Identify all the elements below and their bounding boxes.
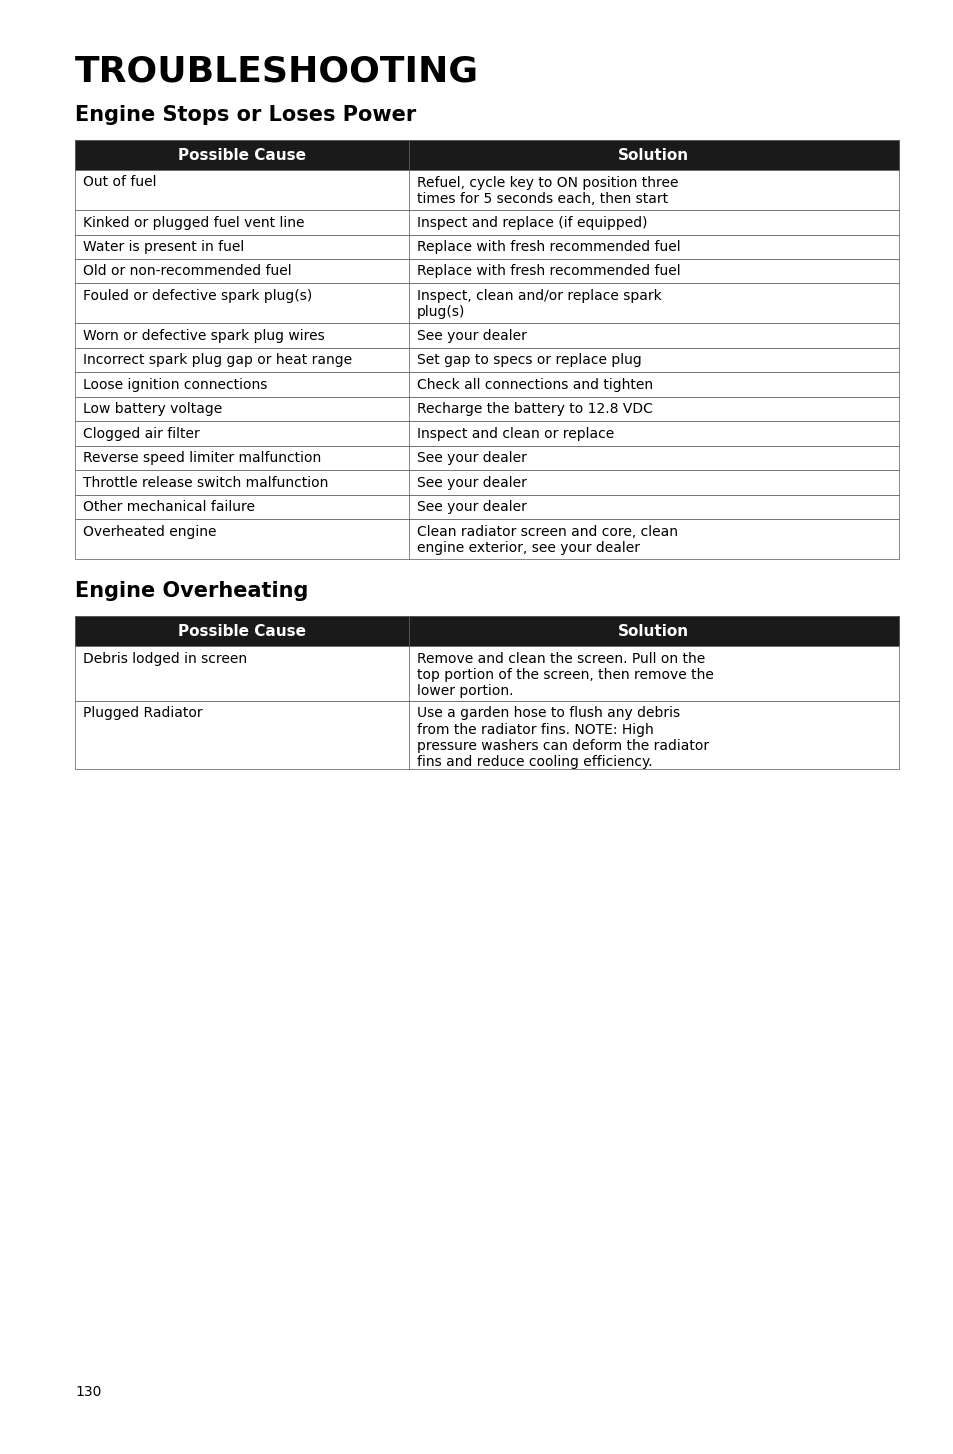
Text: See your dealer: See your dealer (416, 329, 526, 343)
Text: Possible Cause: Possible Cause (177, 147, 306, 163)
Text: 130: 130 (75, 1386, 101, 1399)
Bar (75, 170, 898, 209)
Text: Out of fuel: Out of fuel (83, 176, 156, 189)
Bar (75, 397, 898, 422)
Bar (75, 323, 898, 348)
Bar (75, 494, 898, 519)
Text: Fouled or defective spark plug(s): Fouled or defective spark plug(s) (83, 289, 312, 302)
Text: Worn or defective spark plug wires: Worn or defective spark plug wires (83, 329, 324, 343)
Text: Debris lodged in screen: Debris lodged in screen (83, 651, 247, 666)
Bar (75, 372, 898, 397)
Text: Refuel, cycle key to ON position three
times for 5 seconds each, then start: Refuel, cycle key to ON position three t… (416, 176, 678, 205)
Bar (75, 519, 898, 560)
Text: Inspect and clean or replace: Inspect and clean or replace (416, 427, 614, 441)
Bar (75, 209, 898, 234)
Text: Recharge the battery to 12.8 VDC: Recharge the battery to 12.8 VDC (416, 403, 652, 416)
Text: See your dealer: See your dealer (416, 500, 526, 515)
Bar (75, 234, 898, 259)
Text: TROUBLESHOOTING: TROUBLESHOOTING (75, 55, 478, 89)
Bar (75, 284, 898, 323)
Bar (75, 647, 898, 701)
Text: Use a garden hose to flush any debris
from the radiator fins. NOTE: High
pressur: Use a garden hose to flush any debris fr… (416, 707, 708, 769)
Bar (75, 140, 898, 170)
Text: Solution: Solution (618, 147, 689, 163)
Text: Old or non-recommended fuel: Old or non-recommended fuel (83, 265, 292, 279)
Text: Reverse speed limiter malfunction: Reverse speed limiter malfunction (83, 452, 321, 465)
Text: Replace with fresh recommended fuel: Replace with fresh recommended fuel (416, 265, 679, 279)
Bar (75, 259, 898, 284)
Text: Engine Overheating: Engine Overheating (75, 582, 308, 602)
Text: Engine Stops or Loses Power: Engine Stops or Loses Power (75, 105, 416, 125)
Text: Kinked or plugged fuel vent line: Kinked or plugged fuel vent line (83, 215, 304, 230)
Text: See your dealer: See your dealer (416, 475, 526, 490)
Text: Solution: Solution (618, 624, 689, 638)
Text: Remove and clean the screen. Pull on the
top portion of the screen, then remove : Remove and clean the screen. Pull on the… (416, 651, 713, 698)
Bar (75, 446, 898, 471)
Text: Set gap to specs or replace plug: Set gap to specs or replace plug (416, 353, 640, 368)
Bar (75, 701, 898, 769)
Text: Inspect and replace (if equipped): Inspect and replace (if equipped) (416, 215, 646, 230)
Bar (75, 471, 898, 494)
Text: Incorrect spark plug gap or heat range: Incorrect spark plug gap or heat range (83, 353, 352, 368)
Text: Plugged Radiator: Plugged Radiator (83, 707, 202, 721)
Text: Loose ignition connections: Loose ignition connections (83, 378, 267, 393)
Text: Clogged air filter: Clogged air filter (83, 427, 199, 441)
Text: Clean radiator screen and core, clean
engine exterior, see your dealer: Clean radiator screen and core, clean en… (416, 525, 677, 555)
Text: Possible Cause: Possible Cause (177, 624, 306, 638)
Text: Inspect, clean and/or replace spark
plug(s): Inspect, clean and/or replace spark plug… (416, 289, 660, 320)
Text: Check all connections and tighten: Check all connections and tighten (416, 378, 652, 393)
Bar (75, 422, 898, 446)
Bar (75, 616, 898, 647)
Text: See your dealer: See your dealer (416, 452, 526, 465)
Bar (75, 348, 898, 372)
Text: Replace with fresh recommended fuel: Replace with fresh recommended fuel (416, 240, 679, 254)
Text: Overheated engine: Overheated engine (83, 525, 216, 539)
Text: Throttle release switch malfunction: Throttle release switch malfunction (83, 475, 328, 490)
Text: Low battery voltage: Low battery voltage (83, 403, 222, 416)
Text: Other mechanical failure: Other mechanical failure (83, 500, 254, 515)
Text: Water is present in fuel: Water is present in fuel (83, 240, 244, 254)
